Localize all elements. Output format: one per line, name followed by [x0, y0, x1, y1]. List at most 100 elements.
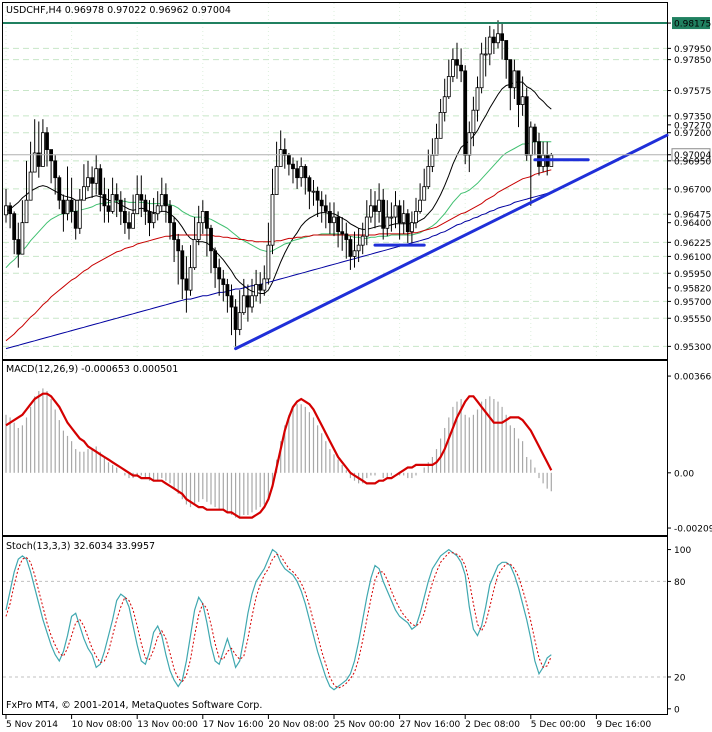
price-label-text: 0.96100 [674, 253, 711, 263]
price-label-3: 0.97575 [667, 87, 711, 97]
candle-body [258, 284, 263, 291]
candle-body [450, 59, 455, 77]
candle-body [135, 194, 140, 215]
price-label-text: 0.95300 [674, 343, 711, 353]
time-label-text: 17 Nov 16:00 [203, 720, 264, 730]
candle-17 [73, 200, 78, 240]
candle-body [168, 205, 172, 224]
candle-body [8, 205, 13, 215]
candle-body [520, 96, 525, 105]
candle-body [118, 199, 123, 212]
candle-body [65, 199, 70, 215]
candle-body [504, 40, 509, 61]
candle-125 [516, 70, 521, 128]
candle-3 [16, 222, 21, 268]
candle-44 [184, 256, 189, 313]
candle-body [393, 205, 398, 218]
candle-body [286, 154, 291, 165]
candle-body [528, 126, 533, 156]
candle-31 [131, 194, 136, 229]
candle-67 [278, 130, 283, 167]
candle-77 [319, 191, 324, 223]
macd-axis: 0.003668 0.00 -0.002094 [667, 373, 712, 535]
candle-body [307, 177, 312, 192]
candle-body [360, 235, 365, 246]
candle-70 [291, 157, 295, 184]
candle-body [332, 216, 336, 224]
candle-body [368, 205, 373, 218]
candle-103 [426, 149, 431, 189]
candle-body [266, 244, 271, 280]
price-label-text: 0.95550 [674, 315, 711, 325]
price-label-text: 0.96475 [674, 211, 711, 221]
candle-86 [356, 228, 361, 263]
price-label-text: 0.95700 [674, 298, 711, 308]
price-label-10: 0.96475 [667, 211, 711, 221]
candle-body [180, 250, 185, 280]
candle-121 [500, 22, 505, 60]
candle-27 [114, 183, 119, 218]
candle-127 [524, 87, 529, 161]
candle-98 [405, 209, 410, 243]
candle-body [41, 132, 45, 167]
candle-body [377, 199, 382, 212]
candle-body [438, 112, 443, 139]
candle-body [241, 295, 246, 314]
candle-body [163, 194, 168, 207]
candle-body [159, 194, 164, 207]
candle-118 [487, 25, 492, 66]
candle-body [188, 267, 193, 291]
candle-body [291, 163, 295, 170]
candle-body [352, 250, 357, 257]
candle-46 [192, 217, 197, 270]
price-label-text: 0.97575 [674, 87, 711, 97]
candle-40 [168, 200, 172, 240]
candle-body [139, 194, 144, 201]
candle-49 [204, 211, 209, 257]
candle-38 [159, 177, 164, 212]
candle-8 [36, 121, 41, 178]
price-label-11: 0.96400 [667, 219, 711, 229]
candle-body [483, 53, 488, 56]
candle-0 [4, 188, 8, 223]
candle-61 [254, 269, 259, 302]
candle-84 [348, 236, 353, 270]
candle-body [479, 53, 484, 89]
candle-body [500, 33, 505, 41]
macd-pane-border [2, 360, 668, 536]
price-label-15: 0.95820 [667, 284, 711, 294]
candle-body [233, 306, 238, 330]
candle-body [434, 137, 439, 156]
symbol-header: USDCHF,H4 0.96978 0.97022 0.96962 0.9700… [6, 5, 231, 16]
candle-body [455, 59, 459, 66]
candle-101 [418, 183, 423, 214]
time-label-3: 17 Nov 16:00 [202, 715, 264, 730]
time-label-text: 5 Dec 00:00 [531, 720, 586, 730]
candle-122 [504, 40, 509, 79]
candle-97 [401, 200, 406, 234]
stoch-axis-label-0: 100 [667, 546, 691, 556]
candle-body [459, 64, 464, 72]
stoch-grid [3, 580, 667, 678]
price-label-5: 0.97270 [667, 121, 711, 131]
time-label-6: 27 Nov 16:00 [399, 715, 461, 730]
candle-body [409, 222, 414, 233]
candle-body [82, 186, 86, 201]
candle-79 [327, 202, 332, 234]
candle-71 [295, 160, 300, 189]
candle-body [414, 211, 418, 224]
candle-body [254, 284, 259, 297]
candle-body [204, 211, 209, 229]
candle-95 [393, 191, 398, 229]
candle-90 [373, 191, 377, 229]
candle-body [442, 96, 447, 113]
candle-126 [520, 76, 525, 116]
candle-55 [229, 284, 234, 336]
candle-body [213, 250, 218, 269]
trendlines [234, 133, 669, 351]
price-label-text: 0.98175 [674, 20, 711, 30]
candle-92 [381, 188, 386, 240]
candle-body [336, 216, 341, 233]
candle-65 [270, 168, 275, 255]
time-label-text: 10 Nov 08:00 [72, 720, 133, 730]
